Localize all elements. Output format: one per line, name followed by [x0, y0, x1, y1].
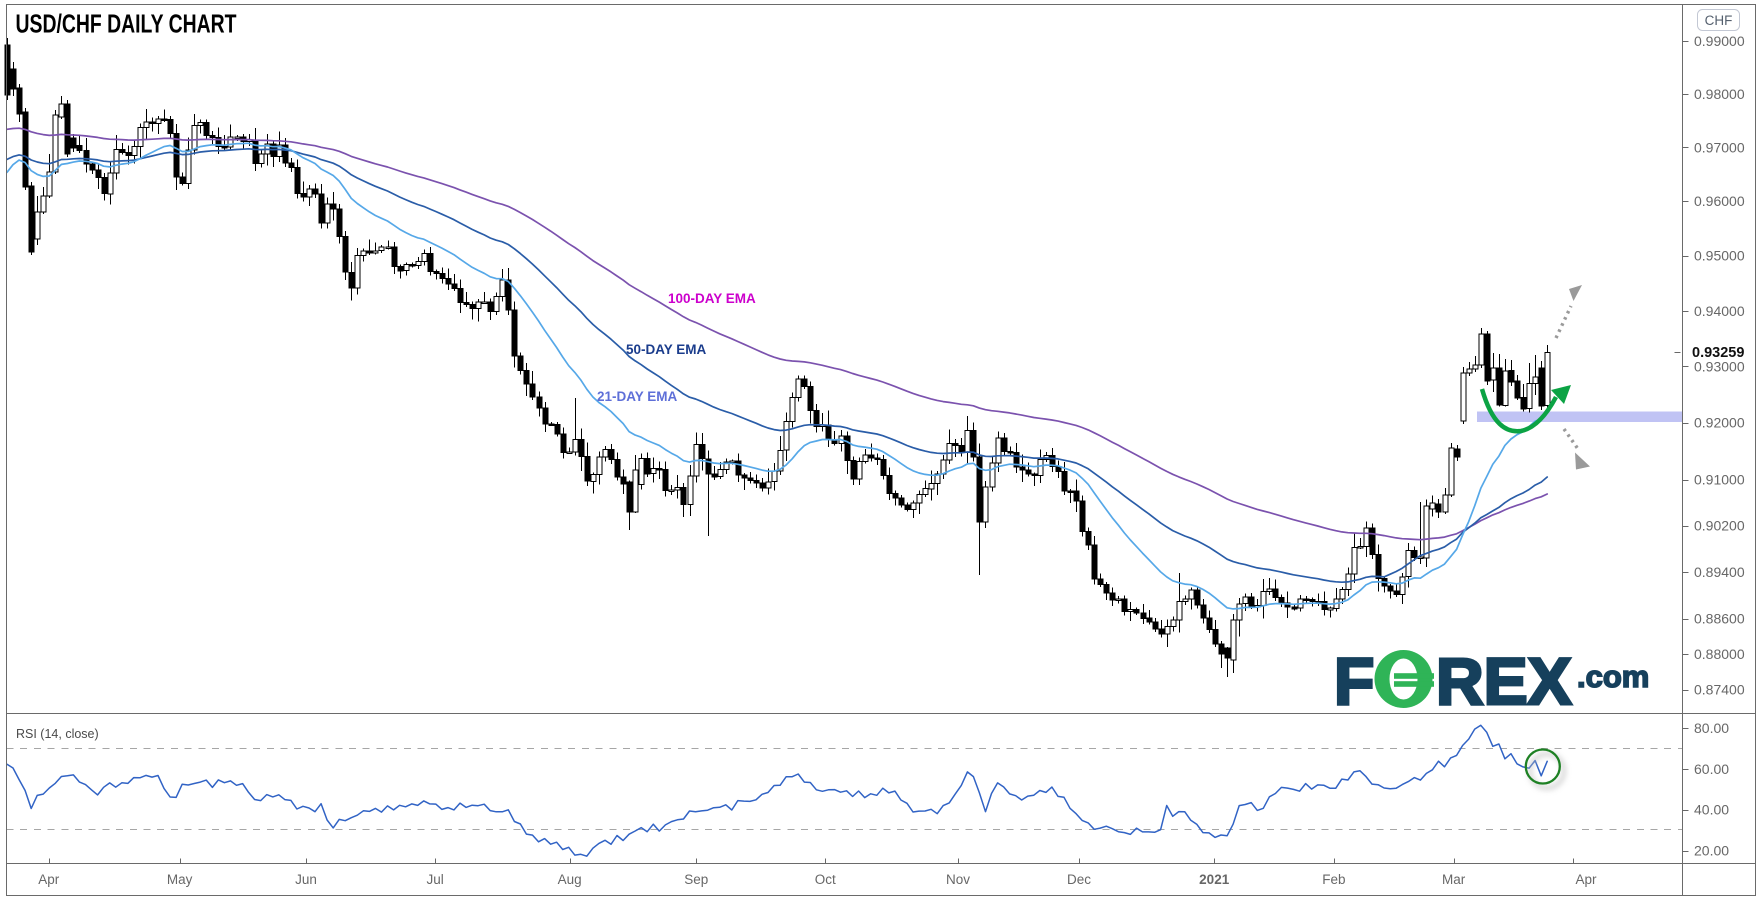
svg-text:0.87400: 0.87400 — [1694, 682, 1745, 698]
svg-text:Apr: Apr — [38, 872, 60, 887]
svg-text:0.89400: 0.89400 — [1694, 564, 1745, 580]
svg-text:Nov: Nov — [946, 872, 970, 887]
svg-text:0.99000: 0.99000 — [1694, 33, 1745, 49]
svg-text:F: F — [1334, 644, 1374, 718]
svg-text:.com: .com — [1577, 659, 1649, 694]
svg-text:2021: 2021 — [1199, 872, 1230, 887]
svg-text:Oct: Oct — [815, 872, 836, 887]
svg-text:21-DAY EMA: 21-DAY EMA — [597, 389, 678, 404]
svg-text:Mar: Mar — [1442, 872, 1466, 887]
svg-text:0.97000: 0.97000 — [1694, 139, 1745, 155]
svg-text:Apr: Apr — [1575, 872, 1597, 887]
svg-text:Jul: Jul — [426, 872, 443, 887]
svg-text:0.95000: 0.95000 — [1694, 248, 1745, 264]
svg-text:RSI (14, close): RSI (14, close) — [16, 727, 99, 741]
svg-text:REX: REX — [1436, 644, 1572, 718]
svg-text:Dec: Dec — [1067, 872, 1091, 887]
svg-text:0.93000: 0.93000 — [1694, 359, 1745, 375]
svg-text:40.00: 40.00 — [1694, 802, 1729, 818]
svg-text:0.91000: 0.91000 — [1694, 472, 1745, 488]
svg-text:Feb: Feb — [1322, 872, 1345, 887]
svg-text:Aug: Aug — [558, 872, 582, 887]
svg-text:20.00: 20.00 — [1694, 843, 1729, 859]
svg-text:50-DAY EMA: 50-DAY EMA — [626, 342, 707, 357]
svg-text:80.00: 80.00 — [1694, 720, 1729, 736]
svg-text:Sep: Sep — [684, 872, 708, 887]
svg-text:0.93259: 0.93259 — [1692, 345, 1744, 361]
svg-text:Jun: Jun — [295, 872, 317, 887]
svg-text:0.88600: 0.88600 — [1694, 611, 1745, 627]
svg-text:0.98000: 0.98000 — [1694, 86, 1745, 102]
svg-text:May: May — [167, 872, 193, 887]
svg-text:100-DAY EMA: 100-DAY EMA — [668, 291, 756, 306]
svg-text:0.88000: 0.88000 — [1694, 646, 1745, 662]
svg-text:60.00: 60.00 — [1694, 761, 1729, 777]
svg-text:0.90200: 0.90200 — [1694, 518, 1745, 534]
svg-text:USD/CHF DAILY CHART: USD/CHF DAILY CHART — [16, 11, 237, 39]
svg-text:0.92000: 0.92000 — [1694, 415, 1745, 431]
svg-text:CHF: CHF — [1705, 13, 1733, 28]
svg-text:0.96000: 0.96000 — [1694, 193, 1745, 209]
svg-text:0.94000: 0.94000 — [1694, 303, 1745, 319]
